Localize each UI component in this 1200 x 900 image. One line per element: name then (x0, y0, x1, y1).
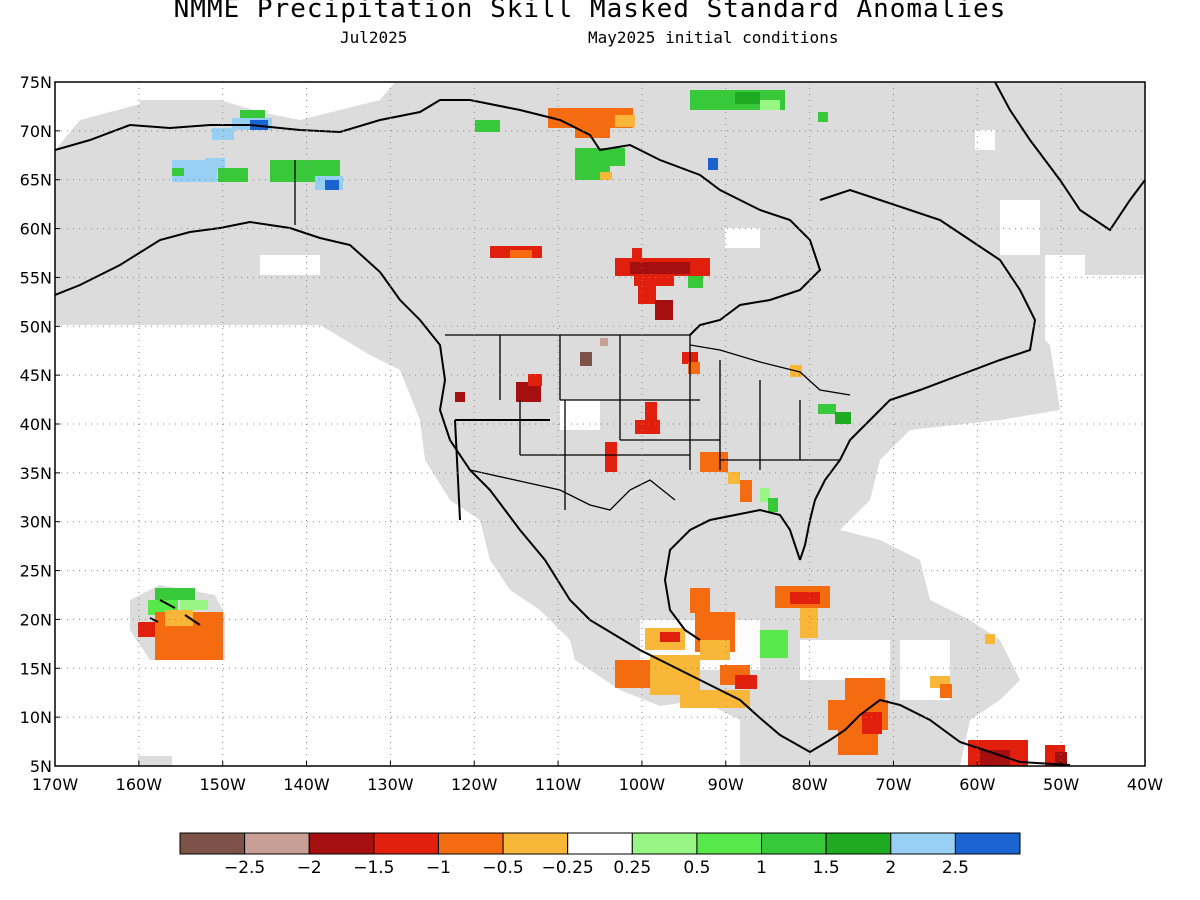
coastlines (55, 82, 1145, 766)
initial-conditions: May2025 initial conditions (588, 28, 839, 47)
legend-swatch (502, 832, 569, 855)
lon-label: 160W (116, 775, 163, 794)
legend-label: 1 (756, 858, 767, 878)
legend-label: −0.5 (482, 858, 523, 878)
legend-label: −1.5 (353, 858, 394, 878)
color-legend: −2.5 −2 −1.5 −1 −0.5 −0.25 0.25 0.5 1 1.5 2 2.5 (179, 832, 1021, 878)
lon-label: 110W (535, 775, 582, 794)
legend-swatch (308, 832, 375, 855)
legend-swatch (825, 832, 892, 855)
lon-label: 140W (283, 775, 330, 794)
latitude-labels: 75N 70N 65N 60N 55N 50N 45N 40N 35N 30N 25N 20N 15N 1… (20, 73, 52, 776)
lat-label: 30N (20, 513, 52, 532)
lat-label: 70N (20, 122, 52, 141)
lat-label: 60N (20, 220, 52, 239)
legend-label: 2.5 (942, 858, 969, 878)
lat-label: 45N (20, 366, 52, 385)
lat-label: 65N (20, 171, 52, 190)
legend-label: 2 (885, 858, 896, 878)
legend-swatch (761, 832, 827, 855)
lon-label: 90W (708, 775, 744, 794)
legend-label: −1 (426, 858, 451, 878)
legend-swatch (373, 832, 439, 855)
longitude-labels: 170W 160W 150W 140W 130W 120W 110W 100W 90W 80W 70… (32, 775, 1163, 794)
legend-swatch (954, 832, 1021, 855)
legend-label: 0.25 (613, 858, 651, 878)
legend-label: −0.25 (542, 858, 594, 878)
target-month: Jul2025 (340, 28, 408, 47)
legend-swatch (244, 832, 310, 855)
map-frame (54, 81, 1146, 767)
legend-swatch (567, 832, 633, 855)
lon-label: 40W (1127, 775, 1163, 794)
lat-label: 75N (20, 73, 52, 92)
lon-label: 170W (32, 775, 79, 794)
lon-label: 150W (200, 775, 247, 794)
legend-swatch (179, 832, 246, 855)
lon-label: 70W (875, 775, 911, 794)
lon-label: 100W (619, 775, 666, 794)
legend-label: −2.5 (224, 858, 265, 878)
lon-label: 130W (367, 775, 414, 794)
legend-label: −2 (297, 858, 322, 878)
legend-swatch (890, 832, 956, 855)
lon-label: 80W (792, 775, 828, 794)
anomaly-patches (138, 90, 1067, 766)
legend-swatch (437, 832, 504, 855)
lon-label: 120W (451, 775, 498, 794)
lat-label: 25N (20, 562, 52, 581)
lat-label: 20N (20, 610, 52, 629)
lon-label: 60W (959, 775, 995, 794)
gridlines (54, 81, 1146, 767)
lon-label: 50W (1043, 775, 1079, 794)
legend-swatch (631, 832, 698, 855)
legend-label: 0.5 (683, 858, 710, 878)
lat-label: 5N (30, 757, 52, 776)
lat-label: 35N (20, 464, 52, 483)
legend-label: 1.5 (813, 858, 840, 878)
lat-label: 55N (20, 268, 52, 287)
map-title: NMME Precipitation Skill Masked Standard… (173, 0, 1007, 24)
lat-label: 50N (20, 317, 52, 336)
lat-label: 10N (20, 708, 52, 727)
legend-swatch (696, 832, 763, 855)
lat-label: 15N (20, 659, 52, 678)
lat-label: 40N (20, 415, 52, 434)
borders (294, 160, 851, 511)
